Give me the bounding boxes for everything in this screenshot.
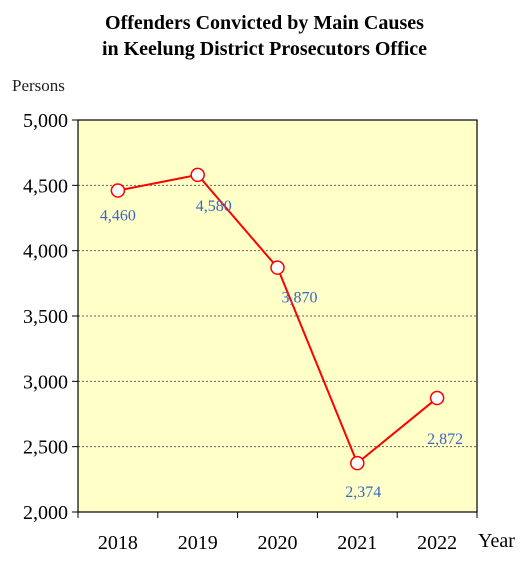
- x-tick-label: 2020: [258, 532, 298, 554]
- data-label: 3,870: [282, 290, 318, 307]
- y-tick-label: 3,500: [23, 306, 68, 328]
- y-tick-label: 4,000: [23, 241, 68, 263]
- y-tick-label: 5,000: [23, 110, 68, 132]
- x-tick-label: 2018: [98, 532, 138, 554]
- data-label: 4,580: [196, 198, 232, 215]
- x-tick-label: 2021: [337, 532, 377, 554]
- chart-title-line-2: in Keelung District Prosecutors Office: [101, 38, 428, 60]
- data-label: 4,460: [100, 208, 136, 225]
- y-axis-label: Persons: [12, 76, 65, 95]
- data-label: 2,374: [345, 484, 381, 501]
- x-axis-label: Year: [478, 530, 515, 552]
- y-tick-label: 2,000: [23, 502, 68, 524]
- data-point: [110, 183, 126, 198]
- data-point: [270, 260, 285, 275]
- data-point: [429, 390, 445, 406]
- x-tick-label: 2022: [417, 532, 457, 554]
- y-tick-label: 3,000: [23, 371, 68, 393]
- data-point: [350, 455, 365, 471]
- data-point: [190, 167, 205, 183]
- plot-area: [78, 120, 477, 512]
- chart-title-line-1: Offenders Convicted by Main Causes: [105, 12, 424, 34]
- x-tick-label: 2019: [178, 532, 218, 554]
- y-tick-label: 4,500: [23, 175, 68, 197]
- data-label: 2,872: [427, 431, 463, 448]
- y-tick-label: 2,500: [23, 437, 68, 459]
